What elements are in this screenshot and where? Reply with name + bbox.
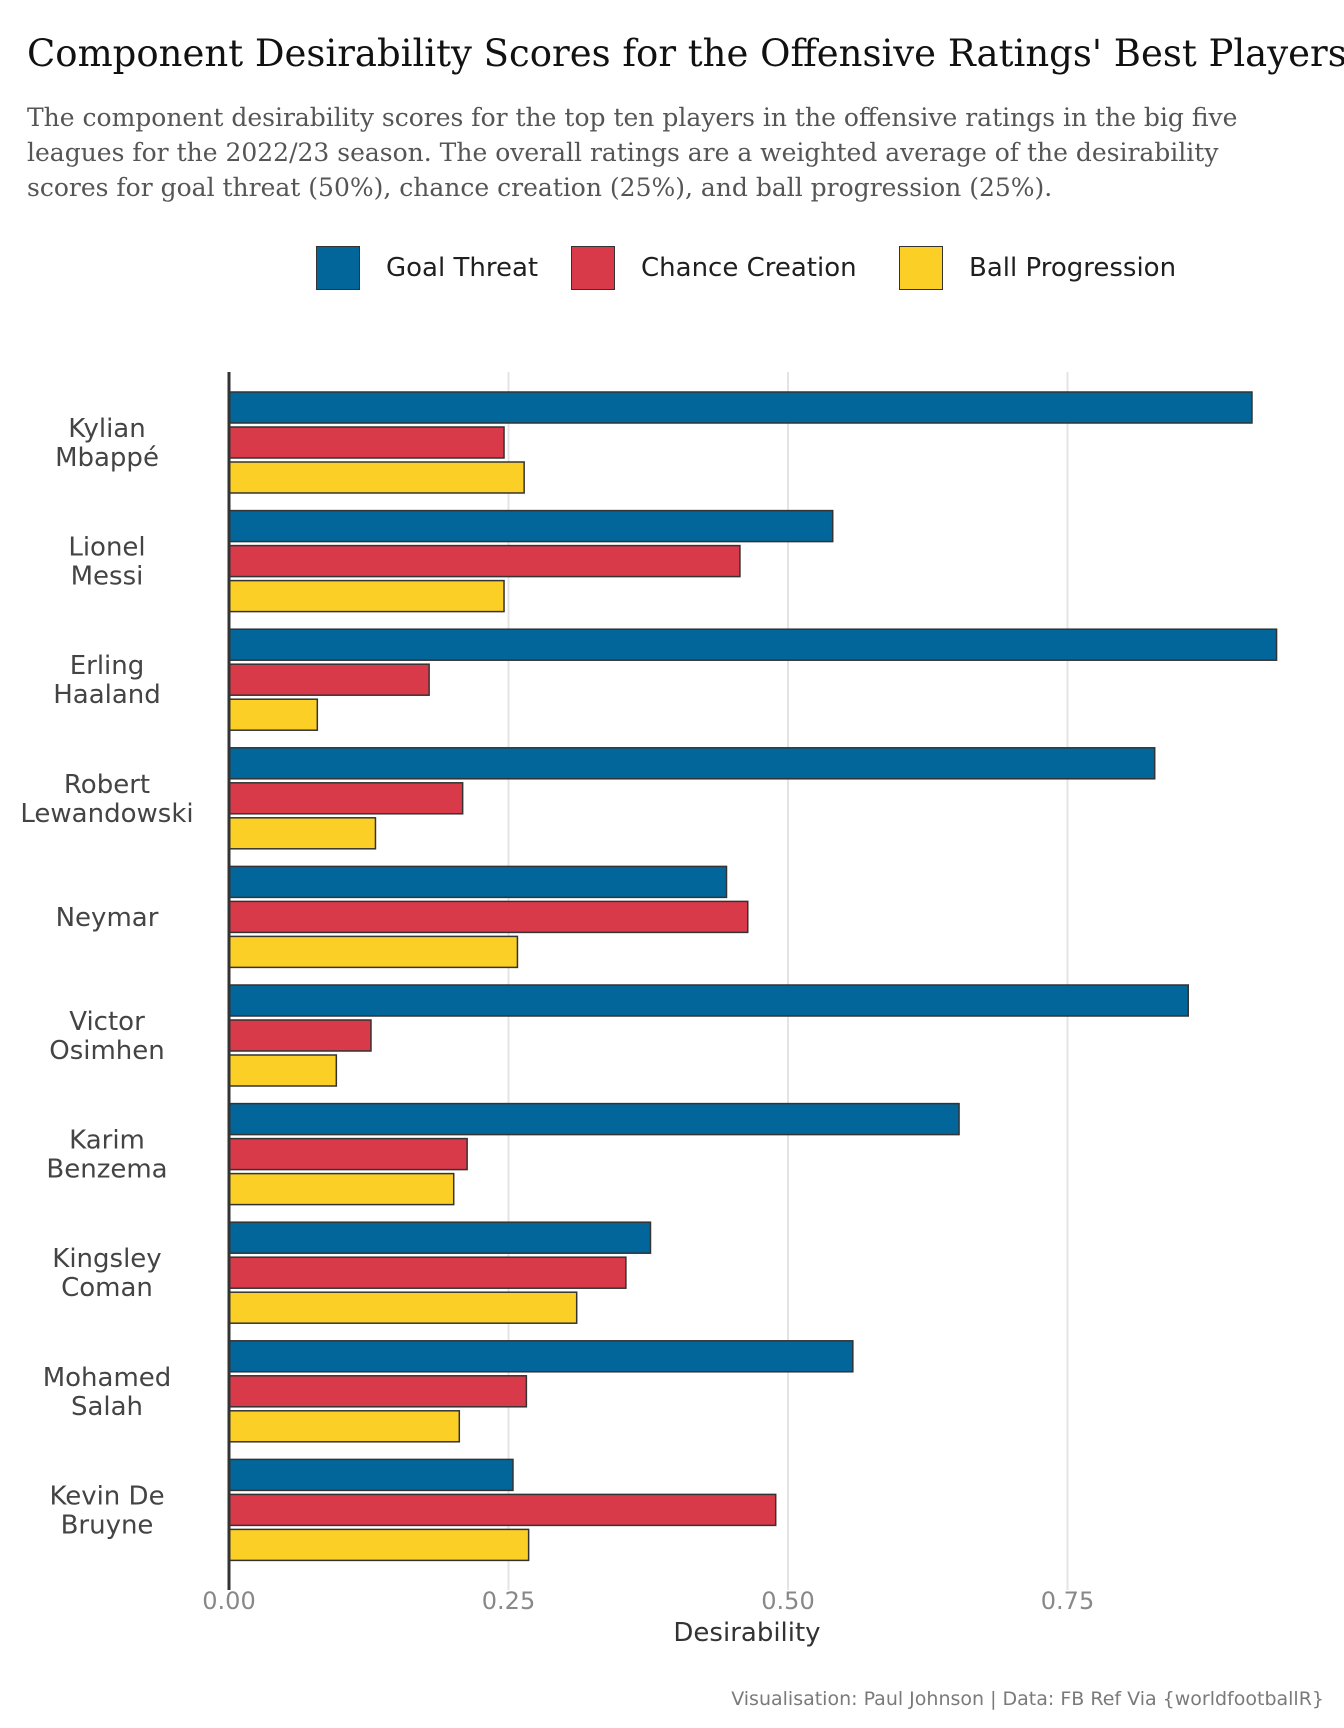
y-tick-label: Neymar (56, 903, 159, 933)
x-tick-label: 0.25 (482, 1587, 535, 1615)
bar (228, 935, 519, 969)
bar (228, 1493, 777, 1527)
y-tick-label: Messi (71, 562, 144, 592)
legend: Goal Threat Chance Creation Ball Progres… (0, 244, 1344, 292)
bar (228, 1375, 528, 1408)
y-tick-label: Victor (69, 1007, 145, 1037)
legend-label-chance-creation: Chance Creation (641, 253, 857, 283)
y-tick-label: Bruyne (61, 1510, 154, 1540)
bar (228, 1410, 461, 1443)
bar (228, 1256, 627, 1289)
y-tick-label: Mbappé (55, 443, 159, 473)
bar (228, 1340, 854, 1373)
legend-swatch-chance-creation (571, 246, 615, 290)
x-axis-title: Desirability (673, 1618, 821, 1648)
bar (228, 984, 1189, 1017)
bar (228, 1172, 455, 1206)
y-tick-label: Lionel (68, 533, 145, 563)
y-tick-label: Erling (70, 651, 145, 681)
bar (228, 698, 319, 731)
y-tick-label: Robert (64, 770, 150, 800)
bar (228, 391, 1253, 424)
bar (228, 747, 1156, 780)
legend-swatch-ball-progression (899, 246, 943, 290)
legend-swatch-goal-threat (316, 246, 360, 290)
y-tick-label: Coman (61, 1273, 153, 1303)
bar (228, 900, 749, 934)
legend-label-goal-threat: Goal Threat (386, 253, 539, 283)
bar (228, 1221, 652, 1254)
bar (228, 509, 834, 543)
legend-item-chance-creation: Chance Creation (571, 244, 857, 292)
y-tick-label: Kingsley (52, 1244, 161, 1274)
bar (228, 1137, 468, 1171)
y-tick-label: Haaland (53, 680, 161, 710)
bar (228, 461, 525, 494)
caption: Visualisation: Paul Johnson | Data: FB R… (731, 1688, 1324, 1710)
chart-title: Component Desirability Scores for the Of… (27, 32, 1344, 75)
y-tick-label: Benzema (46, 1155, 167, 1185)
x-tick-label: 0.75 (1041, 1587, 1094, 1615)
bar (228, 782, 464, 815)
y-tick-label: Kevin De (49, 1481, 164, 1511)
y-tick-label: Kylian (68, 414, 145, 444)
bar (228, 663, 430, 696)
y-tick-label: Lewandowski (20, 799, 193, 829)
legend-label-ball-progression: Ball Progression (969, 253, 1177, 283)
legend-item-goal-threat: Goal Threat (316, 244, 538, 292)
x-tick-label: 0.50 (761, 1587, 814, 1615)
bar (228, 579, 505, 613)
y-tick-label: Karim (69, 1126, 145, 1156)
bar (228, 1054, 338, 1087)
bar (228, 628, 1278, 661)
bar (228, 426, 505, 459)
bar (228, 1291, 578, 1324)
chart-subtitle: The component desirability scores for th… (27, 103, 1238, 202)
bar (228, 865, 728, 899)
bar (228, 1458, 514, 1492)
bar (228, 817, 377, 850)
bar (228, 544, 741, 578)
y-tick-label: Mohamed (43, 1363, 172, 1393)
legend-item-ball-progression: Ball Progression (899, 244, 1176, 292)
bar (228, 1528, 530, 1562)
bar (228, 1102, 960, 1136)
y-tick-label: Salah (71, 1392, 143, 1422)
x-tick-label: 0.00 (202, 1587, 255, 1615)
bar (228, 1019, 372, 1052)
y-tick-label: Osimhen (49, 1036, 165, 1066)
